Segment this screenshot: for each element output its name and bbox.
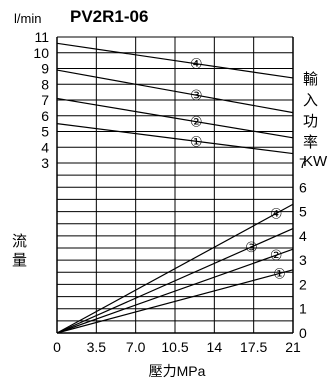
power-series-label: ③ [245,239,258,255]
grid [56,36,294,334]
left-tick-label: 11 [34,29,49,45]
flow-line-2 [56,97,294,139]
power-line-2 [56,248,294,334]
right-axis-label-char: 率 [303,134,318,151]
chart-title: PV2R1-06 [70,7,148,26]
left-tick-label: 7 [41,92,49,108]
x-tick-label: 10.5 [161,339,188,355]
right-tick-label: 1 [299,301,307,317]
right-tick-label: 7 [299,155,307,171]
flow-series-label: ① [190,133,203,149]
power-series-label: ① [273,265,286,281]
left-tick-label: 3 [41,155,49,171]
right-axis-label-char: 輸 [303,71,318,88]
right-tick-label: 4 [299,228,307,244]
x-tick-label: 3.5 [87,339,107,355]
power-series-label: ④ [270,205,283,221]
right-tick-label: 3 [299,252,307,268]
left-axis-label-char: 量 [12,252,27,269]
right-axis-unit: KW [303,153,328,170]
power-line-4 [56,203,294,334]
left-tick-label: 6 [41,108,49,124]
flow-series-label: ④ [190,56,203,72]
power-line-1 [56,269,294,334]
right-tick-label: 0 [299,325,307,341]
left-tick-label: 5 [41,124,49,140]
x-tick-label: 14 [207,339,223,355]
x-tick-label: 17.5 [240,339,267,355]
flow-line-1 [56,123,294,155]
flow-series-label: ② [190,114,203,130]
right-axis-label-char: 入 [303,92,318,109]
left-tick-label: 10 [33,45,49,61]
right-tick-label: 2 [299,276,307,292]
flow-line-3 [56,69,294,114]
power-series-label: ② [270,247,283,263]
flow-series-label: ③ [190,87,203,103]
power-line-3 [56,228,294,334]
left-tick-label: 9 [41,61,49,77]
x-axis-label: 壓力MPa [149,363,206,379]
left-tick-label: 8 [41,76,49,92]
x-tick-label: 21 [285,339,301,355]
series [56,42,294,334]
flow-line-4 [56,42,294,79]
right-tick-label: 5 [299,204,307,220]
x-tick-label: 0 [53,339,61,355]
right-tick-label: 6 [299,179,307,195]
y-unit-label: l/min [14,11,41,26]
left-axis-label-char: 流 [12,233,27,250]
x-tick-label: 7.0 [126,339,146,355]
left-tick-label: 4 [41,139,49,155]
right-axis-label-char: 功 [303,113,318,130]
